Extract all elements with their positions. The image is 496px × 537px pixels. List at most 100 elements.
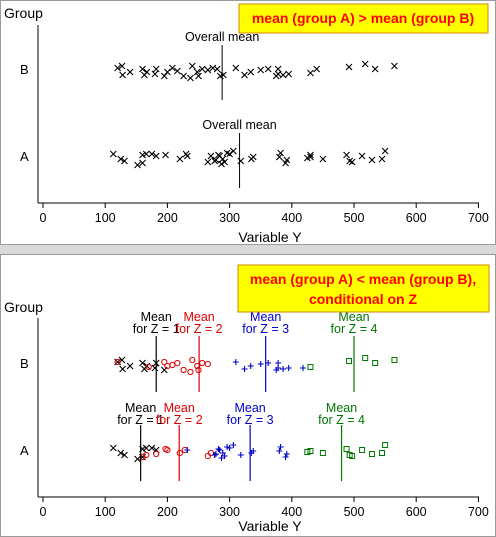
- conditional-mean-label: Mean: [183, 310, 214, 324]
- data-point: [307, 151, 314, 159]
- data-point: [114, 358, 121, 366]
- data-point: [391, 357, 398, 363]
- data-point: [229, 147, 237, 155]
- data-point: [145, 363, 152, 371]
- data-point: [307, 69, 314, 77]
- top-group-label-a: A: [20, 149, 29, 164]
- x-tick-label: 0: [40, 505, 47, 519]
- data-point: [117, 449, 125, 457]
- data-point: [226, 445, 233, 451]
- data-point: [207, 152, 215, 160]
- top-ylabel: Group: [4, 5, 43, 21]
- x-tick-label: 400: [281, 505, 302, 519]
- data-point: [148, 444, 156, 452]
- data-point: [221, 453, 228, 459]
- x-tick-label: 0: [40, 211, 47, 225]
- data-point: [204, 360, 211, 368]
- top-panel: Group Variable Y B A 0 100 200 300 400 500 600…: [0, 0, 496, 245]
- data-point: [168, 64, 176, 72]
- data-point: [169, 361, 176, 369]
- data-point: [121, 451, 128, 459]
- x-tick-label: 600: [406, 505, 427, 519]
- data-point: [118, 62, 126, 70]
- data-point: [151, 364, 159, 372]
- conditional-mean-label: Mean: [141, 310, 172, 324]
- data-point: [218, 455, 225, 461]
- data-point: [249, 153, 257, 161]
- data-point: [319, 155, 327, 163]
- data-point: [230, 442, 237, 448]
- x-tick-label: 700: [468, 211, 489, 225]
- bottom-x-ticks: 0 100 200 300 400 500 600 700: [40, 497, 489, 519]
- data-point: [195, 72, 202, 80]
- data-point: [161, 358, 168, 366]
- bottom-group-label-a: A: [20, 443, 29, 458]
- data-point: [319, 450, 326, 456]
- panel-separator: [0, 245, 496, 254]
- x-tick-label: 300: [219, 211, 240, 225]
- data-point: [162, 151, 169, 159]
- data-point: [216, 447, 223, 453]
- data-point: [276, 448, 283, 454]
- data-point: [378, 155, 386, 163]
- bottom-points: [109, 355, 398, 463]
- x-tick-label: 500: [344, 505, 365, 519]
- bottom-callout-box: [237, 264, 490, 313]
- data-point: [176, 449, 183, 457]
- data-point: [304, 449, 311, 455]
- data-point: [148, 150, 156, 158]
- data-point: [274, 65, 282, 73]
- data-point: [119, 365, 127, 373]
- data-point: [232, 359, 239, 365]
- top-xlabel: Variable Y: [238, 229, 302, 245]
- data-point: [143, 68, 151, 76]
- data-point: [257, 66, 265, 74]
- data-point: [180, 366, 187, 374]
- data-point: [119, 71, 127, 79]
- data-point: [250, 448, 257, 454]
- data-point: [142, 444, 150, 452]
- data-point: [391, 62, 398, 70]
- data-point: [247, 68, 255, 76]
- top-panel-frame: [0, 0, 496, 245]
- data-point: [152, 152, 160, 160]
- data-point: [184, 447, 191, 453]
- data-point: [142, 150, 150, 158]
- data-point: [215, 446, 222, 452]
- bottom-ylabel: Group: [4, 299, 43, 315]
- data-point: [164, 68, 171, 76]
- data-point: [198, 65, 206, 73]
- data-point: [187, 74, 194, 82]
- data-point: [153, 450, 160, 458]
- data-point: [277, 444, 284, 450]
- data-point: [313, 65, 321, 73]
- data-point: [237, 452, 244, 458]
- data-point: [345, 63, 353, 71]
- top-group-label-b: B: [20, 62, 29, 77]
- data-point: [139, 159, 146, 167]
- data-point: [283, 156, 291, 164]
- data-point: [346, 358, 353, 364]
- data-point: [343, 446, 350, 452]
- data-point: [152, 65, 160, 73]
- data-point: [264, 65, 272, 73]
- data-point: [279, 71, 287, 79]
- x-tick-label: 500: [344, 211, 365, 225]
- data-point: [371, 65, 379, 73]
- data-point: [207, 449, 215, 457]
- conditional-mean-z-label: for Z = 1: [117, 413, 164, 427]
- data-point: [368, 156, 376, 164]
- bottom-callout-line-1: mean (group A) < mean (group B),: [250, 271, 476, 287]
- bottom-panel: Group Variable Y B A 0 100 200 300 400 500 600…: [0, 254, 496, 537]
- data-point: [307, 448, 314, 454]
- top-callout-text: mean (group A) > mean (group B): [252, 10, 474, 26]
- top-x-ticks: 0 100 200 300 400 500 600 700: [40, 203, 489, 225]
- data-point: [283, 451, 290, 457]
- data-point: [187, 368, 194, 376]
- data-point: [348, 158, 356, 166]
- data-point: [143, 451, 150, 459]
- data-point: [219, 71, 227, 79]
- data-point: [232, 64, 240, 72]
- top-points: [109, 60, 398, 169]
